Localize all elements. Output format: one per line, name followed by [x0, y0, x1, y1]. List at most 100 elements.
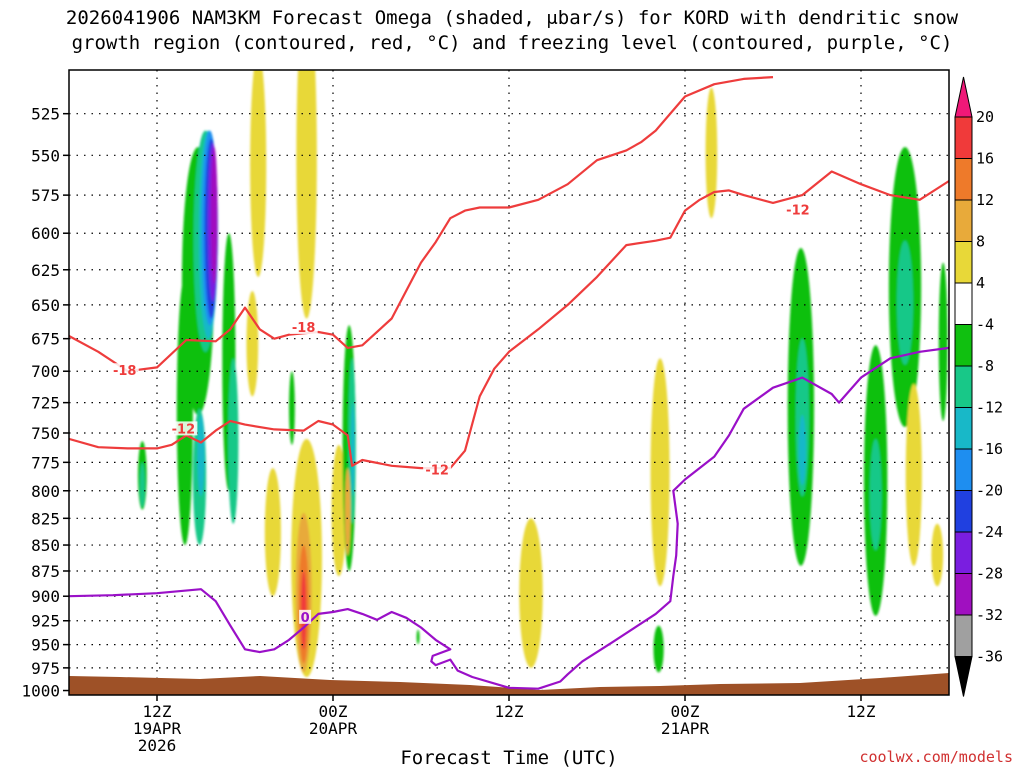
- y-tick-label: 725: [31, 394, 60, 413]
- y-tick-label: 700: [31, 362, 60, 381]
- omega-cell: [296, 70, 317, 319]
- omega-cell: [650, 358, 670, 587]
- colorbar-bin: [954, 116, 973, 159]
- x-tick-label: 2026: [138, 736, 177, 755]
- colorbar-label: -24: [976, 523, 1003, 541]
- omega-cell: [869, 438, 882, 551]
- x-tick-label: 12Z: [143, 702, 172, 721]
- y-tick-label: 1000: [21, 682, 60, 701]
- x-tick-label: 12Z: [495, 702, 524, 721]
- x-axis-title: Forecast Time (UTC): [400, 747, 617, 768]
- omega-cell: [798, 414, 806, 486]
- y-tick-label: 575: [31, 186, 60, 205]
- y-tick-label: 650: [31, 296, 60, 315]
- omega-cell: [905, 383, 922, 566]
- dendritic-contour-label: -12: [425, 463, 449, 478]
- colorbar-label: 4: [976, 274, 985, 292]
- colorbar-label: -4: [976, 316, 994, 334]
- omega-cell: [246, 290, 259, 397]
- colorbar-label: -28: [976, 565, 1003, 583]
- dendritic-contour: [69, 170, 949, 470]
- omega-cell: [350, 402, 355, 497]
- y-tick-label: 750: [31, 424, 60, 443]
- y-tick-label: 600: [31, 224, 60, 243]
- y-tick-label: 800: [31, 482, 60, 501]
- y-tick-label: 675: [31, 330, 60, 349]
- omega-cell: [344, 468, 351, 556]
- dendritic-contour-label: -18: [113, 364, 137, 379]
- omega-cell: [653, 625, 664, 673]
- temperature-contours: -18 -18 -12 -12 -12 0: [69, 76, 949, 690]
- y-tick-label: 625: [31, 261, 60, 280]
- dendritic-contour-label: -18: [292, 321, 316, 336]
- colorbar-bin: [954, 448, 973, 491]
- colorbar-label: -36: [976, 648, 1003, 666]
- colorbar-bin: [954, 324, 973, 367]
- omega-cell: [139, 462, 145, 508]
- chart-title-line-2: growth region (contoured, red, °C) and f…: [72, 32, 953, 54]
- colorbar-bin: [954, 241, 973, 284]
- y-tick-label: 875: [31, 562, 60, 581]
- chart-title-line-1: 2026041906 NAM3KM Forecast Omega (shaded…: [66, 7, 959, 29]
- omega-cell: [896, 240, 914, 365]
- colorbar-bin: [954, 490, 973, 533]
- colorbar-bin: [954, 282, 973, 325]
- y-tick-label: 525: [31, 105, 60, 124]
- colorbar-bottom-arrow: [954, 656, 973, 697]
- colorbar-bin: [954, 614, 973, 657]
- colorbar-bin: [954, 365, 973, 408]
- omega-cell: [519, 518, 543, 668]
- colorbar-bin: [954, 573, 973, 616]
- colorbar-bin: [954, 531, 973, 574]
- freezing-level-contour: [69, 346, 949, 690]
- colorbar-label: -32: [976, 606, 1003, 624]
- dendritic-contour-label-bg: [783, 202, 812, 217]
- dendritic-contour-label: -12: [172, 422, 196, 437]
- x-tick-label: 00Z: [671, 702, 700, 721]
- colorbar-label: -12: [976, 399, 1003, 417]
- y-tick-label: 850: [31, 536, 60, 555]
- omega-cell: [705, 87, 718, 219]
- colorbar-top-arrow: [954, 76, 973, 118]
- freezing-level-contour-label-bg: [299, 609, 312, 624]
- colorbar-label: 8: [976, 233, 985, 251]
- y-tick-label: 825: [31, 509, 60, 528]
- omega-cell: [931, 523, 944, 587]
- omega-cell: [264, 468, 281, 597]
- y-tick-label: 975: [31, 659, 60, 678]
- dendritic-contour-label-bg: [423, 462, 452, 477]
- omega-cell: [289, 371, 295, 445]
- omega-cell: [331, 444, 347, 577]
- colorbar-bin: [954, 199, 973, 242]
- y-tick-label: 775: [31, 453, 60, 472]
- colorbar-label: -16: [976, 440, 1003, 458]
- colorbar-label: -20: [976, 482, 1003, 500]
- omega-cell: [416, 629, 420, 645]
- x-tick-label: 20APR: [309, 719, 358, 738]
- y-tick-label: 900: [31, 587, 60, 606]
- y-tick-label: 950: [31, 636, 60, 655]
- dendritic-contour-label-bg: [110, 363, 139, 378]
- omega-cell: [197, 414, 205, 497]
- colorbar-bin: [954, 158, 973, 201]
- omega-cell: [938, 262, 948, 421]
- x-tick-label: 21APR: [661, 719, 710, 738]
- colorbar-label: -8: [976, 357, 994, 375]
- y-tick-label: 550: [31, 146, 60, 165]
- x-tick-label: 19APR: [133, 719, 182, 738]
- y-tick-label: 925: [31, 612, 60, 631]
- omega-colorbar: 20 16 12 8 4 -4 -8 -12 -16 -20 -24 -28 -32 -36: [954, 76, 1003, 697]
- dendritic-contour-label-bg: [289, 319, 318, 334]
- omega-cell: [250, 70, 267, 277]
- dendritic-contour-label-bg: [169, 421, 198, 436]
- omega-cell: [210, 147, 218, 284]
- dendritic-contour-label: -12: [786, 204, 810, 219]
- x-tick-label: 12Z: [847, 702, 876, 721]
- freezing-level-contour-label: 0: [301, 611, 310, 626]
- pressure-axis: 525 550 575 600 625 650 675 700 725 750 775 800 825 8…: [21, 105, 69, 701]
- colorbar-bin: [954, 407, 973, 450]
- dendritic-contour: [69, 76, 774, 373]
- ground-terrain: [69, 673, 949, 695]
